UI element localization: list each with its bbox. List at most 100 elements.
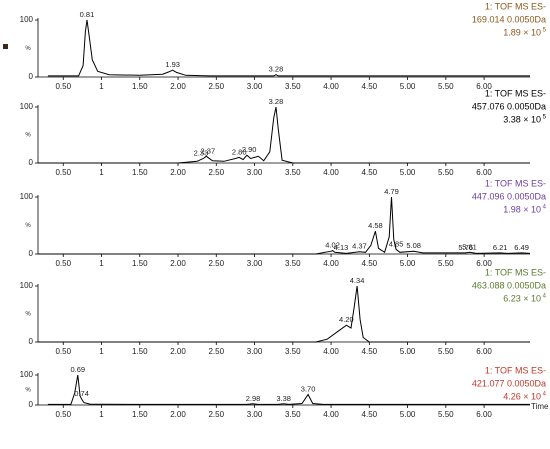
x-tick-label: 3.00 bbox=[247, 82, 263, 91]
x-tick-label: 0.50 bbox=[55, 410, 71, 419]
x-tick-label: 3.00 bbox=[247, 347, 263, 356]
intensity-exp: 4 bbox=[543, 205, 547, 211]
y-label: % bbox=[25, 133, 31, 139]
peak-label: 3.28 bbox=[269, 65, 284, 74]
marker bbox=[3, 44, 8, 49]
x-tick-label: 0.50 bbox=[55, 82, 71, 91]
x-tick-label: 4.50 bbox=[362, 410, 378, 419]
x-tick-label: 0.50 bbox=[55, 347, 71, 356]
x-tick-label: 1.50 bbox=[132, 168, 148, 177]
intensity-exp: 5 bbox=[543, 28, 547, 34]
x-tick-label: 1.50 bbox=[132, 410, 148, 419]
x-tick-label: 3.50 bbox=[285, 410, 301, 419]
peak-label: 4.02 bbox=[325, 241, 340, 250]
trace bbox=[38, 106, 530, 164]
x-tick-label: 3.00 bbox=[247, 168, 263, 177]
trace bbox=[38, 285, 530, 343]
trace-title: 1: TOF MS ES- bbox=[485, 88, 546, 98]
peak-label: 0.81 bbox=[80, 10, 95, 19]
x-tick-label: 4.00 bbox=[323, 347, 339, 356]
x-tick-label: 2.50 bbox=[208, 82, 224, 91]
x-tick-label: 6.00 bbox=[476, 410, 492, 419]
trace-title: 1: TOF MS ES- bbox=[485, 178, 546, 188]
x-tick-label: 6.00 bbox=[476, 82, 492, 91]
peak-label: 4.79 bbox=[384, 187, 399, 196]
x-tick-label: 4.00 bbox=[323, 259, 339, 268]
x-tick-label: 3.00 bbox=[247, 259, 263, 268]
peak-label: 4.58 bbox=[368, 221, 383, 230]
trace-mass: 463.088 0.0050Da bbox=[472, 280, 546, 290]
x-tick-label: 3.50 bbox=[285, 259, 301, 268]
y-label: % bbox=[25, 223, 31, 229]
trace-mass: 447.096 0.0050Da bbox=[472, 191, 546, 201]
peak-label: 4.37 bbox=[352, 242, 367, 251]
x-tick-label: 2.00 bbox=[170, 82, 186, 91]
x-tick-label: 2.50 bbox=[208, 347, 224, 356]
intensity: 4.26 × 10 bbox=[503, 391, 541, 401]
x-tick-label: 4.00 bbox=[323, 168, 339, 177]
x-tick-label: 2.50 bbox=[208, 410, 224, 419]
x-tick-label: 2.50 bbox=[208, 259, 224, 268]
x-tick-label: 4.50 bbox=[362, 347, 378, 356]
x-tick-label: 1.50 bbox=[132, 347, 148, 356]
intensity: 1.89 × 10 bbox=[503, 27, 541, 37]
peak-label: 5.08 bbox=[406, 241, 421, 250]
x-tick-label: 5.50 bbox=[438, 168, 454, 177]
x-tick-label: 3.50 bbox=[285, 82, 301, 91]
peak-label: 1.93 bbox=[165, 60, 180, 69]
peak-label: 2.37 bbox=[201, 146, 216, 155]
trace bbox=[47, 374, 530, 405]
x-tick-label: 4.50 bbox=[362, 259, 378, 268]
x-tick-label: 5.50 bbox=[438, 82, 454, 91]
trace bbox=[47, 19, 530, 77]
x-tick-label: 6.00 bbox=[476, 259, 492, 268]
trace-mass: 421.077 0.0050Da bbox=[472, 378, 546, 388]
peak-label: 3.38 bbox=[276, 394, 291, 403]
y-label: % bbox=[25, 46, 31, 52]
y-label: % bbox=[25, 388, 31, 394]
peak-label: 0.74 bbox=[74, 389, 89, 398]
peak-label: 5.81 bbox=[462, 242, 477, 251]
peak-label: 4.34 bbox=[350, 276, 365, 285]
peak-label: 5.76 bbox=[458, 243, 473, 252]
x-tick-label: 1.50 bbox=[132, 259, 148, 268]
x-tick-label: 2.00 bbox=[170, 410, 186, 419]
y-tick-label: 100 bbox=[20, 192, 34, 201]
trace-mass: 457.076 0.0050Da bbox=[472, 101, 546, 111]
peak-label: 4.20 bbox=[339, 315, 354, 324]
x-tick-label: 3.50 bbox=[285, 168, 301, 177]
intensity-exp: 4 bbox=[543, 392, 547, 398]
y-tick-label: 0 bbox=[29, 400, 34, 409]
x-tick-label: 5.00 bbox=[400, 347, 416, 356]
x-tick-label: 3.00 bbox=[247, 410, 263, 419]
x-tick-label: 0.50 bbox=[55, 168, 71, 177]
peak-label: 2.90 bbox=[242, 145, 257, 154]
x-tick-label: 4.50 bbox=[362, 168, 378, 177]
x-tick-label: 5.00 bbox=[400, 410, 416, 419]
x-tick-label: 1 bbox=[99, 168, 104, 177]
trace-title: 1: TOF MS ES- bbox=[485, 365, 546, 375]
y-tick-label: 0 bbox=[29, 337, 34, 346]
x-tick-label: 6.00 bbox=[476, 168, 492, 177]
x-tick-label: 5.50 bbox=[438, 259, 454, 268]
y-label: % bbox=[25, 312, 31, 318]
y-tick-label: 100 bbox=[20, 370, 34, 379]
y-tick-label: 0 bbox=[29, 158, 34, 167]
x-tick-label: 5.00 bbox=[400, 259, 416, 268]
peak-label: 4.13 bbox=[334, 243, 349, 252]
peak-label: 6.21 bbox=[493, 243, 508, 252]
intensity-exp: 5 bbox=[543, 115, 547, 121]
x-tick-label: 4.50 bbox=[362, 82, 378, 91]
x-tick-label: 5.00 bbox=[400, 168, 416, 177]
x-tick-label: 2.00 bbox=[170, 347, 186, 356]
x-tick-label: 5.50 bbox=[438, 347, 454, 356]
peak-label: 6.49 bbox=[514, 243, 529, 252]
peak-label: 2.98 bbox=[246, 394, 261, 403]
x-tick-label: 4.00 bbox=[323, 410, 339, 419]
intensity-exp: 4 bbox=[543, 294, 547, 300]
y-tick-label: 100 bbox=[20, 281, 34, 290]
y-tick-label: 0 bbox=[29, 249, 34, 258]
x-tick-label: 1 bbox=[99, 82, 104, 91]
peak-label: 4.85 bbox=[389, 239, 404, 248]
